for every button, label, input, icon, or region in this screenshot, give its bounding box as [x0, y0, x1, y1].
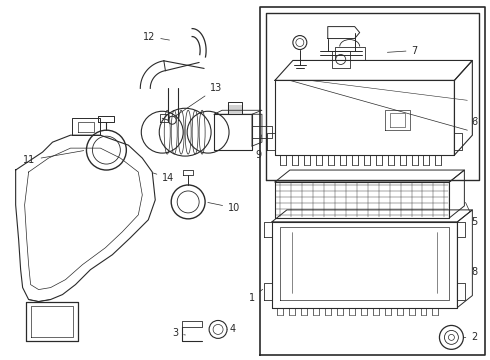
- Text: 6: 6: [471, 117, 477, 127]
- Text: 3: 3: [172, 328, 185, 338]
- Text: 5: 5: [466, 202, 478, 227]
- Text: 11: 11: [24, 150, 84, 165]
- Text: 8: 8: [471, 267, 477, 276]
- Text: 9: 9: [255, 135, 262, 160]
- Text: 7: 7: [388, 45, 418, 55]
- Text: 1: 1: [249, 289, 263, 302]
- Text: 13: 13: [174, 84, 222, 117]
- Text: 2: 2: [464, 332, 478, 342]
- Text: 10: 10: [208, 202, 240, 213]
- Text: 4: 4: [227, 324, 236, 334]
- Text: 12: 12: [143, 32, 170, 41]
- Text: 14: 14: [153, 173, 174, 183]
